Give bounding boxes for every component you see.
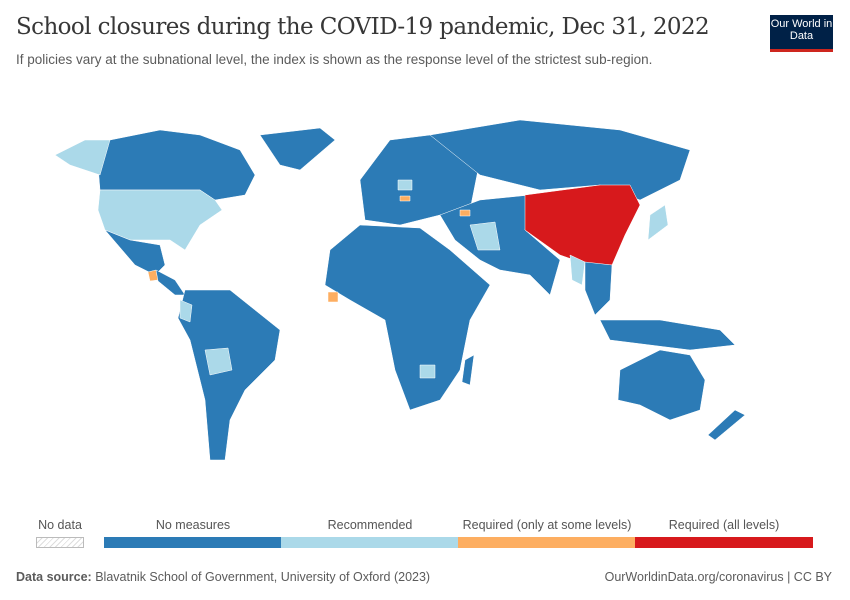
region-africa[interactable]: [324, 224, 491, 411]
legend-bin-required-all[interactable]: [635, 537, 813, 548]
owid-logo[interactable]: Our World in Data: [770, 15, 833, 52]
region-myanmar[interactable]: [569, 254, 586, 286]
region-armenia[interactable]: [459, 209, 471, 217]
region-greenland[interactable]: [259, 127, 336, 171]
chart-title: School closures during the COVID-19 pand…: [16, 14, 710, 40]
region-hungary[interactable]: [399, 195, 411, 202]
world-map[interactable]: [0, 85, 850, 505]
legend-bin-recommended[interactable]: [281, 537, 458, 548]
legend-bin-no-measures[interactable]: [104, 537, 281, 548]
legend-bin-required-some[interactable]: [458, 537, 635, 548]
legend-label-recommended: Recommended: [327, 518, 413, 532]
legend-label-required-some: Required (only at some levels): [462, 518, 632, 532]
region-southeast-asia[interactable]: [584, 261, 613, 316]
region-ecuador-peru[interactable]: [179, 299, 193, 323]
region-south-america[interactable]: [177, 289, 281, 461]
region-russia[interactable]: [429, 119, 691, 201]
region-iran[interactable]: [469, 221, 501, 251]
region-sierra-leone[interactable]: [327, 291, 339, 303]
region-bolivia[interactable]: [204, 347, 233, 376]
legend-no-data-label: No data: [38, 518, 82, 532]
region-poland[interactable]: [397, 179, 413, 191]
source-text: Blavatnik School of Government, Universi…: [95, 570, 431, 584]
region-canada[interactable]: [97, 129, 256, 201]
data-source: Data source: Blavatnik School of Governm…: [16, 570, 430, 584]
legend-label-required-all: Required (all levels): [668, 518, 780, 532]
region-central-america[interactable]: [155, 269, 186, 296]
region-middle-east-asia[interactable]: [439, 194, 561, 296]
region-botswana[interactable]: [419, 364, 436, 379]
logo-text: Our World in Data: [770, 18, 833, 42]
region-australia[interactable]: [617, 349, 706, 421]
chart-subtitle: If policies vary at the subnational leve…: [16, 52, 653, 67]
region-china[interactable]: [524, 184, 641, 266]
source-link[interactable]: OurWorldinData.org/coronavirus | CC BY: [604, 570, 832, 584]
region-mexico[interactable]: [104, 229, 166, 276]
source-label: Data source:: [16, 570, 92, 584]
region-alaska[interactable]: [54, 139, 111, 176]
legend-label-no-measures: No measures: [155, 518, 231, 532]
region-united-states[interactable]: [97, 189, 223, 251]
region-new-zealand[interactable]: [707, 409, 746, 441]
region-japan[interactable]: [647, 204, 669, 241]
legend-no-data-swatch: [36, 537, 84, 548]
region-madagascar[interactable]: [461, 354, 475, 386]
region-indonesia[interactable]: [599, 319, 736, 351]
